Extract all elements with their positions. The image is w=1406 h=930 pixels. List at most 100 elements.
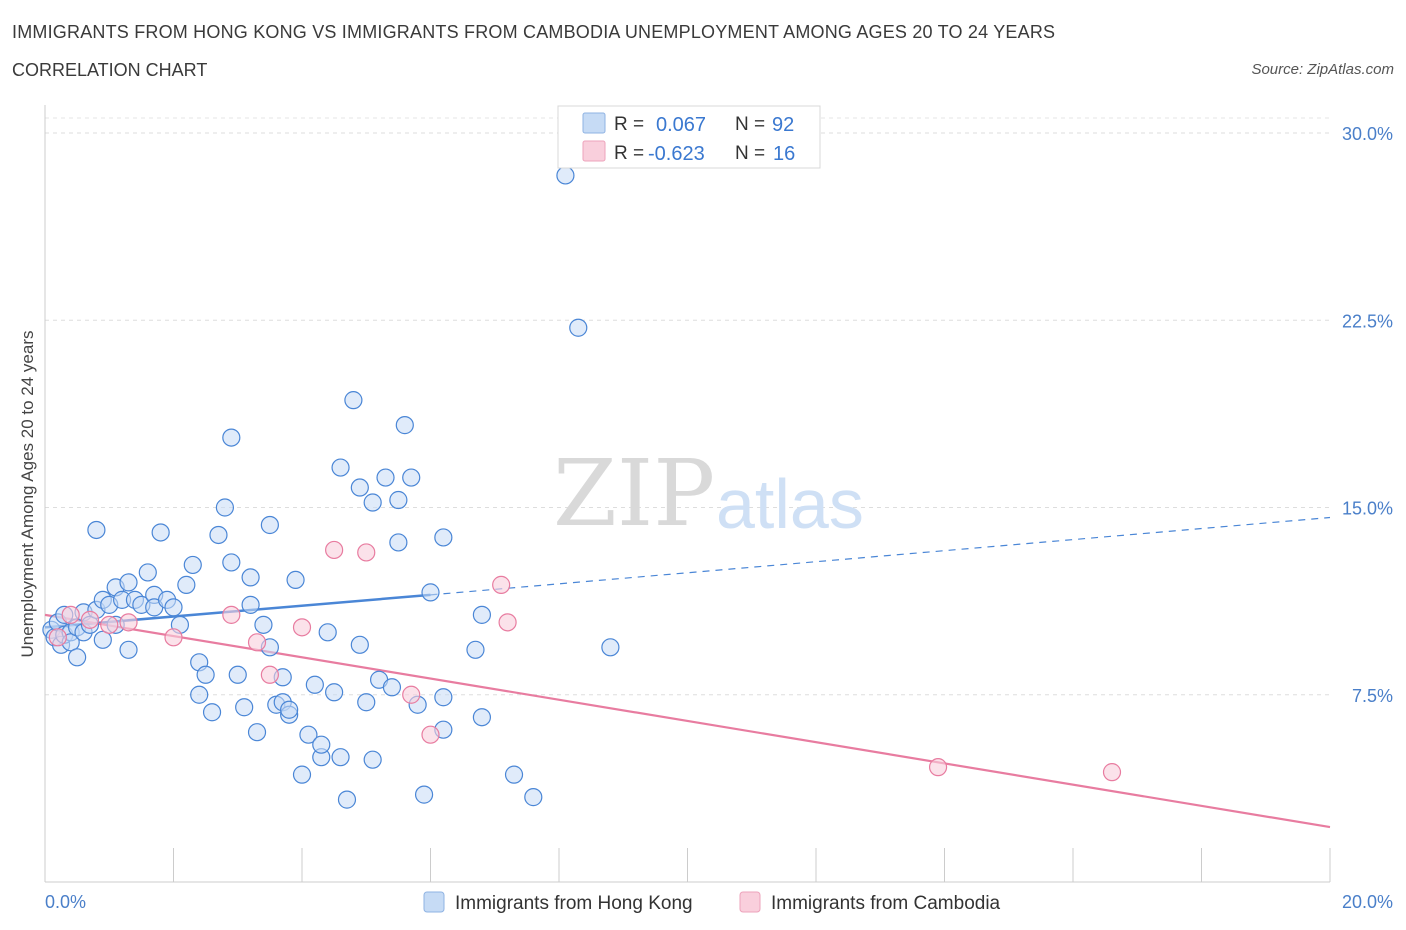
point-hong-kong bbox=[305, 675, 324, 694]
point-hong-kong bbox=[241, 595, 260, 614]
point-hong-kong bbox=[569, 318, 588, 337]
point-cambodia bbox=[164, 628, 183, 647]
y-axis-label: Unemployment Among Ages 20 to 24 years bbox=[18, 331, 37, 658]
point-hong-kong bbox=[228, 665, 247, 684]
series-legend-swatch-cambodia bbox=[739, 891, 761, 913]
point-cambodia bbox=[260, 665, 279, 684]
point-hong-kong bbox=[601, 638, 620, 657]
point-hong-kong bbox=[414, 785, 434, 804]
series-legend-label-hong-kong: Immigrants from Hong Kong bbox=[455, 893, 693, 914]
point-hong-kong bbox=[312, 735, 331, 754]
point-hong-kong bbox=[235, 698, 254, 717]
point-hong-kong bbox=[472, 605, 491, 624]
watermark-zip: ZIP bbox=[553, 440, 715, 547]
point-hong-kong bbox=[434, 688, 453, 707]
point-hong-kong bbox=[183, 555, 202, 575]
point-hong-kong bbox=[119, 640, 138, 659]
point-hong-kong bbox=[202, 703, 222, 722]
point-hong-kong bbox=[292, 765, 312, 784]
point-hong-kong bbox=[222, 428, 241, 447]
point-hong-kong bbox=[222, 553, 241, 572]
legend-swatch-cambodia bbox=[582, 140, 606, 162]
point-hong-kong bbox=[254, 615, 273, 634]
point-cambodia bbox=[48, 628, 67, 647]
point-cambodia bbox=[100, 615, 119, 634]
point-hong-kong bbox=[363, 493, 382, 512]
point-hong-kong bbox=[389, 490, 408, 510]
trend-line-cambodia bbox=[44, 613, 1331, 829]
legend-r-label-cambodia: R = bbox=[614, 143, 644, 164]
watermark: ZIP atlas bbox=[553, 440, 864, 547]
point-hong-kong bbox=[215, 498, 234, 517]
point-cambodia bbox=[61, 605, 80, 624]
y-tick-label: 7.5% bbox=[1352, 686, 1393, 706]
point-cambodia bbox=[1102, 763, 1122, 782]
point-hong-kong bbox=[350, 635, 369, 654]
x-axis-ticks bbox=[44, 848, 1331, 882]
point-hong-kong bbox=[402, 468, 421, 487]
point-hong-kong bbox=[395, 416, 414, 435]
point-cambodia bbox=[222, 605, 241, 624]
point-hong-kong bbox=[331, 748, 350, 767]
legend-n-value-cambodia: 16 bbox=[773, 143, 795, 165]
point-hong-kong bbox=[318, 623, 337, 642]
point-hong-kong bbox=[209, 525, 228, 545]
point-hong-kong bbox=[119, 573, 138, 592]
series-legend: Immigrants from Hong Kong Immigrants fro… bbox=[423, 891, 1001, 914]
legend-r-label-hong-kong: R = bbox=[614, 114, 644, 135]
point-hong-kong bbox=[434, 528, 453, 547]
x-tick-label-min: 0.0% bbox=[45, 892, 86, 912]
point-hong-kong bbox=[344, 391, 363, 410]
point-hong-kong bbox=[472, 708, 491, 727]
point-hong-kong bbox=[151, 523, 170, 542]
point-hong-kong bbox=[556, 166, 575, 185]
point-hong-kong bbox=[87, 520, 106, 540]
point-cambodia bbox=[402, 685, 421, 704]
series-legend-label-cambodia: Immigrants from Cambodia bbox=[771, 893, 1001, 914]
legend-swatch-hong-kong bbox=[582, 112, 606, 134]
stats-legend: R = 0.067 N = 92 R = -0.623 N = 16 bbox=[557, 105, 821, 169]
grid-lines bbox=[45, 117, 1330, 696]
point-cambodia bbox=[325, 540, 344, 560]
point-cambodia bbox=[357, 543, 376, 562]
point-hong-kong bbox=[376, 468, 395, 487]
x-tick-label-max: 20.0% bbox=[1342, 892, 1393, 912]
y-tick-labels: 7.5% 15.0% 22.5% 30.0% bbox=[1342, 124, 1393, 706]
point-hong-kong bbox=[299, 725, 318, 744]
point-hong-kong bbox=[421, 583, 440, 602]
point-hong-kong bbox=[138, 563, 157, 582]
legend-n-value-hong-kong: 92 bbox=[772, 114, 794, 136]
point-hong-kong bbox=[196, 665, 215, 684]
point-hong-kong bbox=[247, 723, 267, 742]
point-hong-kong bbox=[337, 790, 357, 809]
point-hong-kong bbox=[524, 788, 543, 807]
point-cambodia bbox=[119, 613, 138, 632]
point-hong-kong bbox=[286, 570, 305, 590]
point-hong-kong bbox=[389, 533, 408, 552]
point-hong-kong bbox=[93, 630, 112, 649]
point-cambodia bbox=[421, 725, 440, 744]
point-hong-kong bbox=[350, 478, 369, 497]
point-hong-kong bbox=[382, 678, 402, 697]
point-hong-kong bbox=[466, 640, 485, 659]
y-tick-label: 15.0% bbox=[1342, 499, 1393, 519]
legend-n-label-hong-kong: N = bbox=[735, 114, 765, 135]
watermark-atlas: atlas bbox=[716, 465, 864, 543]
point-hong-kong bbox=[177, 575, 196, 594]
point-cambodia bbox=[492, 575, 511, 594]
point-hong-kong bbox=[68, 648, 87, 667]
point-hong-kong bbox=[164, 598, 183, 617]
chart-title: IMMIGRANTS FROM HONG KONG VS IMMIGRANTS … bbox=[12, 22, 1056, 42]
legend-n-label-cambodia: N = bbox=[735, 143, 765, 164]
data-points bbox=[42, 166, 1122, 809]
point-hong-kong bbox=[363, 750, 382, 769]
point-cambodia bbox=[498, 613, 517, 632]
point-hong-kong bbox=[241, 568, 260, 587]
point-hong-kong bbox=[504, 765, 524, 784]
point-hong-kong bbox=[190, 685, 209, 704]
point-hong-kong bbox=[357, 693, 376, 712]
legend-r-value-hong-kong: 0.067 bbox=[656, 114, 706, 136]
legend-r-value-cambodia: -0.623 bbox=[648, 143, 705, 165]
point-hong-kong bbox=[325, 683, 344, 702]
